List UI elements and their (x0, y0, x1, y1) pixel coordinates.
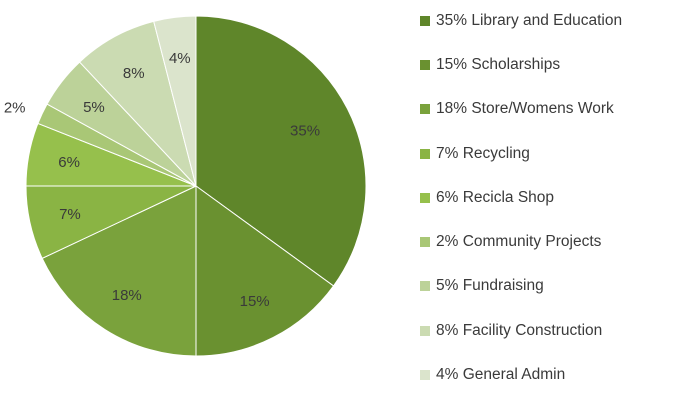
legend-swatch (420, 325, 430, 336)
legend-swatch (420, 237, 430, 247)
slice-label: 6% (58, 154, 80, 171)
slice-label: 2% (4, 100, 26, 117)
legend-swatch (420, 15, 430, 26)
legend-item: 8% Facility Construction (420, 316, 678, 346)
legend-item: 6% Recicla Shop (420, 183, 678, 213)
legend-label: 35% Library and Education (436, 11, 623, 29)
pie-slice (41, 185, 197, 357)
legend-label: 18% Store/Womens Work (436, 100, 614, 118)
legend-swatch (420, 104, 430, 115)
pie-slice (153, 15, 197, 187)
legend-item: 7% Recycling (420, 139, 678, 169)
legend-label: 8% Facility Construction (436, 321, 603, 339)
legend-label: 2% Community Projects (436, 233, 602, 250)
legend-swatch (420, 369, 430, 380)
legend: 35% Library and Education 15% Scholarship… (420, 6, 678, 404)
legend-swatch (420, 60, 430, 70)
pie-slice (195, 15, 367, 287)
legend-swatch (420, 192, 430, 203)
slice-label: 35% (290, 122, 320, 139)
legend-item: 5% Fundraising (420, 272, 678, 302)
slice-label: 18% (112, 287, 142, 304)
legend-item: 4% General Admin (420, 360, 678, 390)
slice-label: 7% (59, 206, 81, 223)
legend-label: 15% Scholarships (436, 56, 561, 73)
legend-item: 35% Library and Education (420, 6, 678, 36)
slice-label: 4% (169, 50, 191, 67)
legend-label: 5% Fundraising (436, 277, 544, 295)
pie-chart: 35% 15% 18% 7% 6% 2% 5% 8% 4% (4, 15, 367, 357)
legend-item: 2% Community Projects (420, 227, 678, 257)
slice-label: 5% (83, 99, 105, 116)
legend-label: 6% Recicla Shop (436, 188, 555, 206)
legend-item: 18% Store/Womens Work (420, 95, 678, 125)
pie-chart-svg: 35% 15% 18% 7% 6% 2% 5% 8% 4% (4, 15, 367, 357)
legend-item: 15% Scholarships (420, 50, 678, 80)
legend-label: 7% Recycling (436, 144, 530, 162)
legend-label: 4% General Admin (436, 365, 566, 383)
slice-label: 8% (123, 65, 145, 82)
legend-swatch (420, 148, 430, 159)
slice-label: 15% (240, 293, 270, 310)
pie-slice (195, 185, 335, 357)
legend-swatch (420, 281, 430, 292)
